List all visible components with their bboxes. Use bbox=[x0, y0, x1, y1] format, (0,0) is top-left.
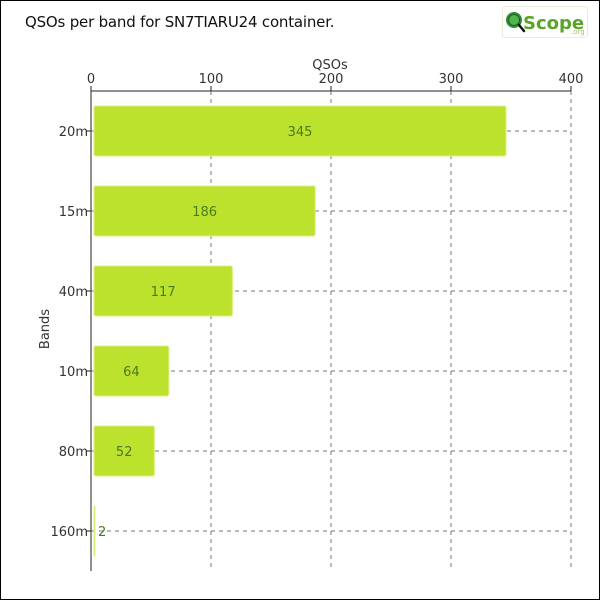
axes: 0 100 200 300 400 20m 15m 40m 10m 80m 160m bbox=[51, 72, 584, 571]
chart-title: QSOs per band for SN7TIARU24 container. bbox=[25, 13, 335, 31]
x-tick-label: 400 bbox=[559, 72, 584, 87]
bar-160m bbox=[93, 505, 96, 557]
grid-lines bbox=[91, 91, 572, 571]
bar-value-label: 64 bbox=[123, 365, 140, 380]
y-tick-label: 15m bbox=[59, 205, 88, 220]
x-tick-label: 300 bbox=[439, 72, 464, 87]
x-axis-label: QSOs bbox=[312, 58, 348, 73]
y-tick-label: 40m bbox=[59, 285, 88, 300]
bar-value-label: 117 bbox=[151, 285, 176, 300]
logo-suffix: .org bbox=[571, 28, 585, 36]
bar-40m bbox=[93, 265, 233, 317]
bar-20m bbox=[93, 105, 507, 157]
qscope-logo: Scope .org bbox=[502, 6, 588, 38]
y-tick-label: 10m bbox=[59, 365, 88, 380]
logo-text: Scope bbox=[523, 13, 584, 34]
bar-value-label: 52 bbox=[116, 445, 133, 460]
bar-15m bbox=[93, 185, 316, 237]
x-tick-label: 100 bbox=[199, 72, 224, 87]
bar-value-label: 2 bbox=[98, 525, 106, 540]
y-tick-label: 20m bbox=[59, 125, 88, 140]
bar-80m bbox=[93, 425, 155, 477]
bar-value-label: 345 bbox=[288, 125, 313, 140]
y-tick-label: 80m bbox=[59, 445, 88, 460]
bar-value-label: 186 bbox=[192, 205, 217, 220]
y-axis-label: Bands bbox=[38, 309, 53, 349]
x-tick-label: 0 bbox=[87, 72, 95, 87]
x-tick-label: 200 bbox=[319, 72, 344, 87]
bar-10m bbox=[93, 345, 170, 397]
y-tick-label: 160m bbox=[51, 525, 88, 540]
bars: 345 186 117 64 52 2 bbox=[93, 105, 507, 557]
